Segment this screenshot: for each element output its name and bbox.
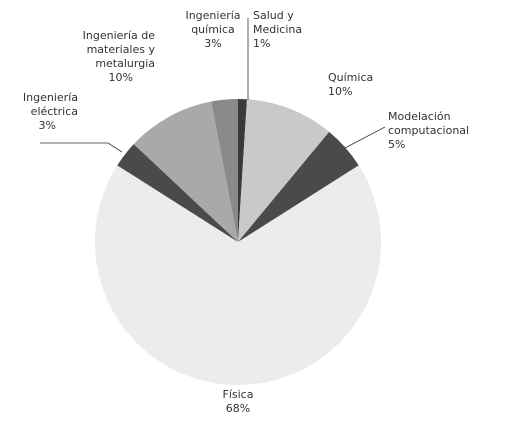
pie-slice bbox=[238, 99, 247, 242]
pie-slice bbox=[133, 101, 238, 242]
pie-slice bbox=[238, 131, 359, 242]
pie-slice bbox=[117, 144, 238, 242]
value-label: 10% bbox=[109, 71, 133, 84]
slice-label: Modelación bbox=[388, 110, 451, 123]
slice-label: computacional bbox=[388, 124, 469, 137]
slice-label: Física bbox=[223, 388, 254, 401]
value-label: 5% bbox=[388, 138, 405, 151]
slice-label: materiales y bbox=[87, 43, 156, 56]
slice-label: Química bbox=[328, 71, 373, 84]
leader-line bbox=[344, 126, 386, 149]
value-label: 3% bbox=[204, 37, 221, 50]
slice-label: Ingeniería de bbox=[83, 29, 156, 42]
slice-label: Medicina bbox=[253, 23, 302, 36]
pie-slice bbox=[211, 99, 238, 242]
slice-label: metalurgia bbox=[95, 57, 155, 70]
slice-label: Salud y bbox=[253, 9, 294, 22]
value-label: 1% bbox=[253, 37, 270, 50]
value-label: 10% bbox=[328, 85, 352, 98]
pie-slice bbox=[95, 165, 382, 385]
slice-label: química bbox=[191, 23, 235, 36]
value-label: 68% bbox=[226, 402, 250, 415]
value-label: 3% bbox=[39, 119, 56, 132]
slice-label: eléctrica bbox=[31, 105, 78, 118]
slice-label: Ingeniería bbox=[185, 9, 240, 22]
pie-slice bbox=[238, 99, 330, 242]
slice-label: Ingeniería bbox=[23, 91, 78, 104]
pie bbox=[95, 99, 382, 385]
leader-line bbox=[40, 142, 123, 153]
